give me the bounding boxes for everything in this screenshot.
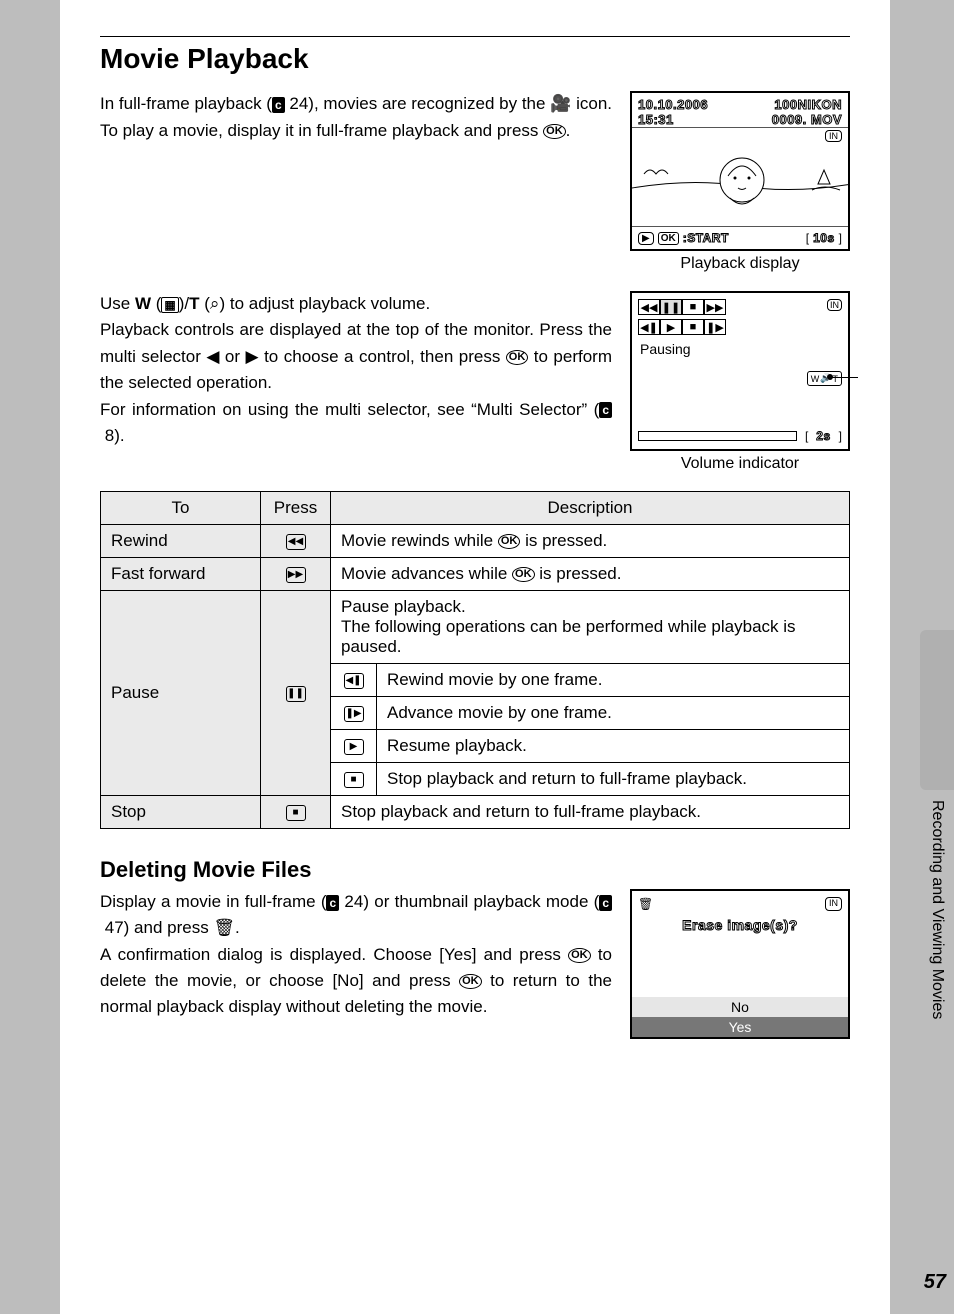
- elapsed-label: 2s: [816, 429, 830, 443]
- trash-icon: 🗑: [213, 918, 235, 937]
- row-rewind-label: Rewind: [101, 525, 261, 558]
- intro-paragraph: In full-frame playback (c 24), movies ar…: [100, 91, 612, 144]
- erase-no-option: No: [632, 997, 848, 1017]
- start-label: :START: [683, 231, 729, 245]
- pause-intro: Pause playback. The following operations…: [331, 591, 850, 664]
- progress-bar: [638, 431, 797, 441]
- left-arrow-icon: ◀: [206, 344, 219, 370]
- duration-label: 10s: [813, 231, 835, 245]
- deleting-title: Deleting Movie Files: [100, 857, 850, 883]
- lcd-file: 0009. MOV: [772, 112, 842, 127]
- erase-question: Erase image(s)?: [638, 917, 842, 933]
- page-number: 57: [924, 1271, 946, 1294]
- col-press: Press: [261, 492, 331, 525]
- ref-icon: c: [599, 402, 612, 418]
- controls-paragraph: Use W (▦)/T (⌕) to adjust playback volum…: [100, 291, 612, 449]
- col-to: To: [101, 492, 261, 525]
- frame-fwd-icon: [344, 706, 364, 722]
- ref-icon: c: [326, 895, 339, 911]
- ok-icon: OK: [459, 974, 482, 989]
- ok-icon: OK: [568, 948, 591, 963]
- pausing-label: Pausing: [638, 339, 842, 363]
- ff-ctrl-icon: ▶▶: [704, 299, 726, 315]
- movie-badge-icon: ▶: [638, 232, 654, 245]
- ok-icon: OK: [506, 350, 529, 365]
- frame-back-icon: ◀❚: [638, 319, 660, 335]
- row-stop-label: Stop: [101, 796, 261, 829]
- pause-ctrl-icon: ❚❚: [660, 299, 682, 315]
- thumb-icon: ▦: [161, 297, 178, 313]
- volume-indicator-caption: Volume indicator: [630, 455, 850, 473]
- ff-icon: [286, 567, 306, 583]
- side-label: Recording and Viewing Movies: [928, 800, 946, 1019]
- ref-icon: c: [272, 97, 285, 113]
- in-badge: IN: [827, 299, 842, 311]
- page-title: Movie Playback: [100, 43, 850, 75]
- ok-icon: OK: [498, 534, 521, 549]
- right-arrow-icon: ▶: [246, 344, 259, 370]
- pause-icon: [286, 686, 306, 702]
- in-badge: IN: [825, 897, 842, 911]
- lcd-folder: 100NIKON: [772, 97, 842, 112]
- rewind-ctrl-icon: ◀◀: [638, 299, 660, 315]
- volume-indicator-box: W🔊T: [807, 371, 842, 386]
- playback-display-caption: Playback display: [630, 255, 850, 273]
- trash-icon: 🗑: [638, 897, 653, 911]
- playback-display-lcd: 10.10.2006 15:31 100NIKON 0009. MOV IN: [630, 91, 850, 251]
- col-desc: Description: [331, 492, 850, 525]
- control-row-2: ◀❚▶■❚▶: [638, 319, 842, 335]
- deleting-paragraph: Display a movie in full-frame (c 24) or …: [100, 889, 612, 1021]
- ok-badge: OK: [658, 232, 679, 245]
- frame-back-icon: [344, 673, 364, 689]
- scene-illustration: [632, 128, 848, 227]
- zoom-icon: ⌕: [210, 294, 220, 313]
- lcd-time: 15:31: [638, 112, 708, 127]
- erase-yes-option: Yes: [632, 1017, 848, 1037]
- controls-lcd: IN ◀◀❚❚■▶▶ ◀❚▶■❚▶ Pausing W🔊T [2s]: [630, 291, 850, 451]
- ref-icon: c: [599, 895, 612, 911]
- resume-icon: [344, 739, 364, 755]
- rewind-icon: [286, 534, 306, 550]
- controls-table: To Press Description Rewind Movie rewind…: [100, 491, 850, 829]
- movie-icon: 🎥: [550, 91, 571, 117]
- stop-icon: [286, 805, 306, 821]
- ok-icon: OK: [512, 567, 535, 582]
- ok-icon: OK: [543, 124, 566, 139]
- erase-dialog-lcd: 🗑 IN Erase image(s)? No Yes: [630, 889, 850, 1039]
- lcd-date: 10.10.2006: [638, 97, 708, 112]
- frame-fwd-icon: ❚▶: [704, 319, 726, 335]
- stop-ctrl-icon: ■: [682, 319, 704, 335]
- row-ff-label: Fast forward: [101, 558, 261, 591]
- control-row-1: ◀◀❚❚■▶▶: [638, 299, 842, 315]
- row-pause-label: Pause: [101, 591, 261, 796]
- stop-ctrl-icon: ■: [682, 299, 704, 315]
- stop-icon: [344, 772, 364, 788]
- side-tab: [920, 630, 954, 790]
- play-ctrl-icon: ▶: [660, 319, 682, 335]
